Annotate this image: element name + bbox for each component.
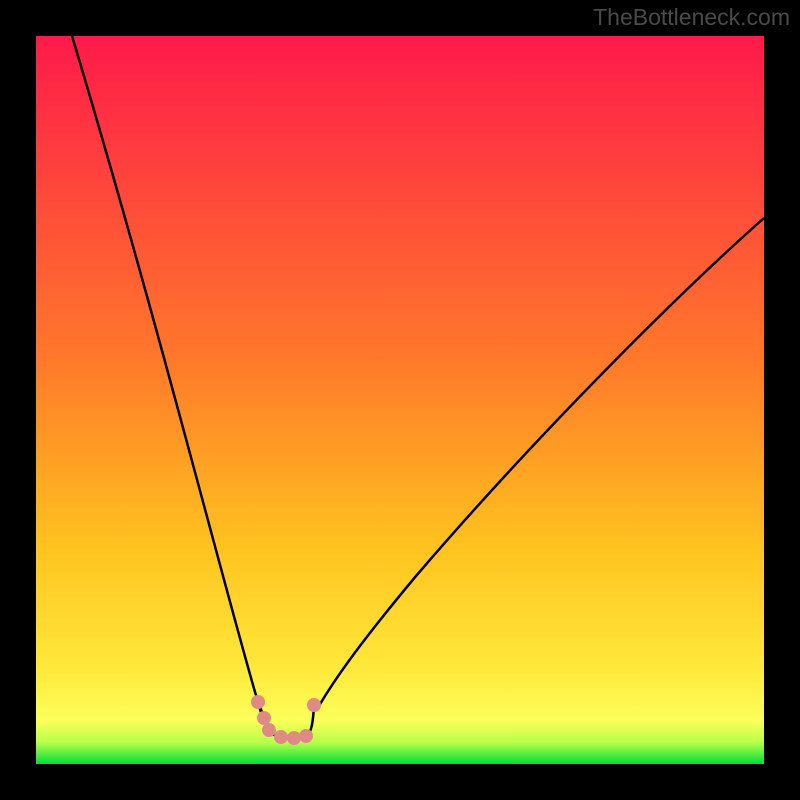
curve-layer bbox=[36, 36, 764, 764]
dip-marker bbox=[287, 731, 301, 745]
dip-marker bbox=[251, 695, 265, 709]
left-curve bbox=[72, 36, 271, 730]
bottom-dip-markers bbox=[251, 695, 321, 745]
dip-marker bbox=[257, 711, 271, 725]
gradient-plot-area bbox=[36, 36, 764, 764]
right-curve bbox=[316, 218, 764, 711]
chart-frame: TheBottleneck.com bbox=[0, 0, 800, 800]
dip-marker bbox=[299, 729, 313, 743]
dip-marker bbox=[307, 698, 321, 712]
dip-marker bbox=[274, 730, 288, 744]
dip-marker bbox=[262, 723, 276, 737]
watermark-text: TheBottleneck.com bbox=[593, 4, 790, 31]
